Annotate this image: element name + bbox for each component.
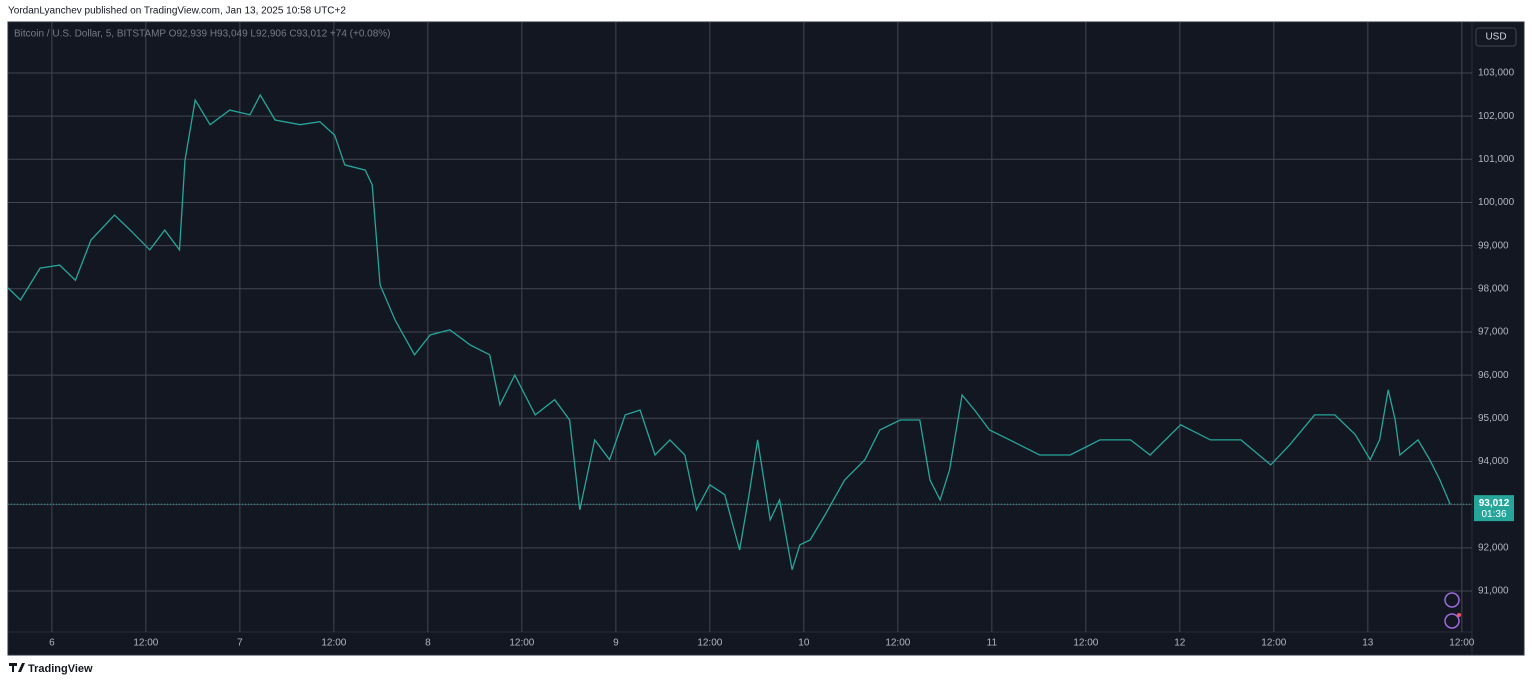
x-tick-label: 12:00 (697, 638, 722, 649)
icon-flash[interactable] (1444, 613, 1460, 629)
x-tick-label: 9 (613, 638, 619, 649)
chart-bg (7, 21, 1525, 656)
y-tick-label: 98,000 (1478, 283, 1509, 294)
tv-logo (9, 663, 25, 672)
y-tick-label: 99,000 (1478, 240, 1509, 251)
x-tick-label: 6 (49, 638, 55, 649)
x-tick-label: 7 (237, 638, 243, 649)
y-tick-label: 101,000 (1478, 154, 1515, 165)
y-tick-label: 94,000 (1478, 456, 1509, 467)
y-tick-label: 91,000 (1478, 586, 1509, 597)
y-tick-label: 95,000 (1478, 413, 1509, 424)
publish-info: YordanLyanchev published on TradingView.… (8, 6, 346, 17)
currency: USD (1485, 32, 1506, 43)
x-tick-label: 12:00 (1261, 638, 1286, 649)
icon-dot (1457, 613, 1461, 617)
countdown: 01:36 (1481, 509, 1506, 520)
y-tick-label: 96,000 (1478, 370, 1509, 381)
currency-button[interactable] (1475, 27, 1517, 47)
x-tick-label: 12 (1174, 638, 1186, 649)
x-tick-label: 11 (987, 638, 998, 649)
y-tick-label: 97,000 (1478, 327, 1509, 338)
icon-plus[interactable] (1444, 592, 1460, 608)
price-line (7, 93, 1451, 570)
x-tick-label: 12:00 (509, 638, 534, 649)
symbol-legend: Bitcoin / U.S. Dollar, 5, BITSTAMP O92,9… (14, 29, 391, 40)
y-tick-label: 102,000 (1478, 111, 1515, 122)
x-tick-label: 12:00 (1449, 638, 1474, 649)
x-tick-label: 12:00 (133, 638, 158, 649)
x-tick-label: 12:00 (885, 638, 910, 649)
x-tick-label: 12:00 (321, 638, 346, 649)
footer-brand: TradingView (28, 663, 93, 675)
x-tick-label: 8 (425, 638, 431, 649)
y-tick-label: 92,000 (1478, 542, 1509, 553)
y-tick-label: 100,000 (1478, 197, 1515, 208)
x-tick-label: 13 (1362, 638, 1374, 649)
x-tick-label: 12:00 (1073, 638, 1098, 649)
last-price-box (1474, 495, 1514, 522)
plot (7, 22, 1472, 632)
y-tick-label: 103,000 (1478, 68, 1515, 79)
last-price-label: 93,012 (1479, 498, 1510, 509)
x-tick-label: 10 (798, 638, 810, 649)
